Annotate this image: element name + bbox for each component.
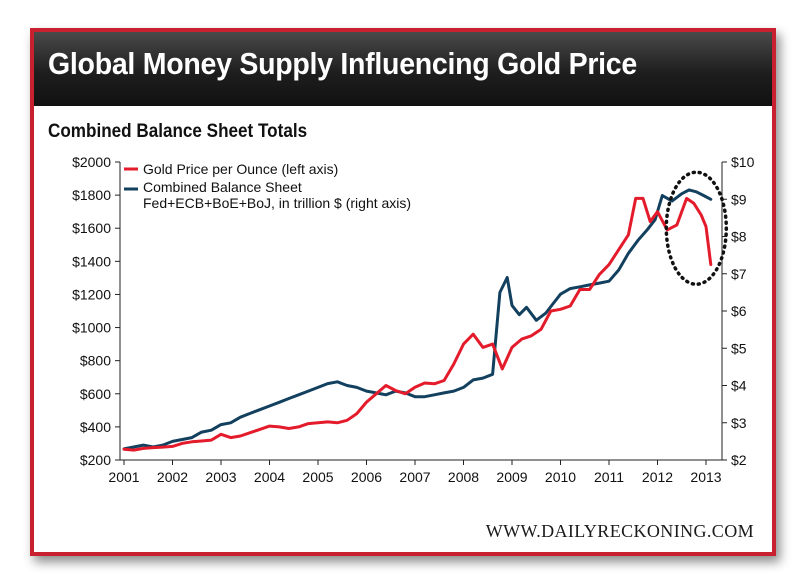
y-right-tick-label: $3 [731,415,747,431]
banner-title: Global Money Supply Influencing Gold Pri… [48,46,637,81]
y-right-tick-label: $5 [731,340,747,356]
chart-title: Combined Balance Sheet Totals [48,121,308,142]
y-left-tick-label: $1400 [72,253,111,269]
y-right-tick-label: $6 [731,303,747,319]
gold-price-line [122,196,713,452]
y-right-tick-label: $10 [731,154,755,170]
axes: $200 $400 $600 $800 $1000 $1200 $1400 $1600 $180… [72,154,755,485]
annotation-dotted-circle [664,170,729,286]
x-tick-label: 2010 [545,469,576,485]
x-tick-label: 2007 [399,469,430,485]
y-left-tick-label: $1200 [72,286,111,302]
y-right-tick-label: $2 [731,452,747,468]
x-tick-label: 2001 [108,469,139,485]
y-left-tick-label: $800 [80,353,111,369]
x-tick-label: 2004 [254,469,285,485]
y-left-tick-label: $2000 [72,154,111,170]
x-tick-label: 2006 [351,469,382,485]
x-tick-label: 2002 [157,469,188,485]
title-banner: Global Money Supply Influencing Gold Pri… [34,32,772,106]
legend-balance-label-line2: Fed+ECB+BoE+BoJ, in trillion $ (right ax… [143,195,411,211]
plot-area [122,170,729,452]
balance-sheet-line [122,188,713,451]
website-credit: WWW.DAILYRECKONING.COM [485,521,754,541]
y-left-tick-label: $1800 [72,187,111,203]
y-left-tick-label: $1600 [72,220,111,236]
y-left-tick-label: $200 [80,452,111,468]
y-right-tick-label: $4 [731,378,747,394]
x-tick-label: 2008 [448,469,479,485]
legend-balance-label: Combined Balance Sheet [143,179,302,195]
chart-frame: Global Money Supply Influencing Gold Pri… [30,28,776,556]
x-tick-label: 2012 [642,469,673,485]
y-left-tick-label: $1000 [72,320,111,336]
x-tick-label: 2003 [205,469,236,485]
y-left-tick-label: $400 [80,419,111,435]
x-tick-label: 2013 [690,469,721,485]
y-right-tick-label: $9 [731,191,747,207]
legend-gold-label: Gold Price per Ounce (left axis) [143,161,338,177]
chart-svg: $200 $400 $600 $800 $1000 $1200 $1400 $1600 $180… [72,154,755,485]
y-right-tick-label: $8 [731,229,747,245]
x-tick-label: 2005 [302,469,333,485]
y-left-tick-label: $600 [80,386,111,402]
x-tick-label: 2009 [496,469,527,485]
x-tick-label: 2011 [594,469,624,485]
legend: Gold Price per Ounce (left axis) Combined… [124,161,411,211]
y-right-tick-label: $7 [731,266,747,282]
